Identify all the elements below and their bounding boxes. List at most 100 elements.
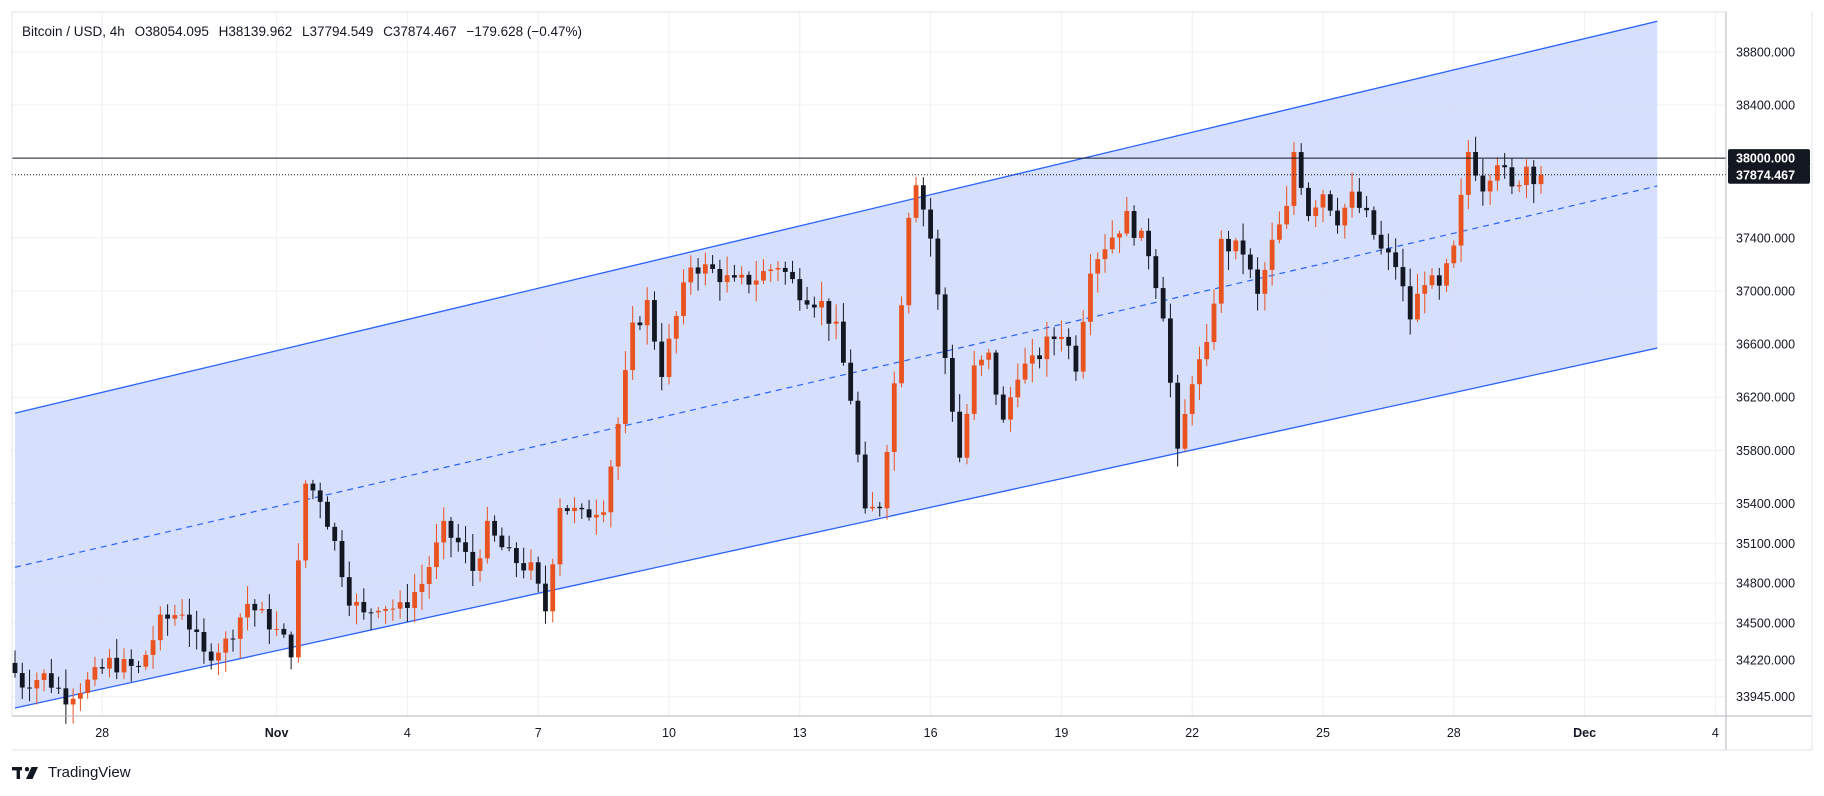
candle-body[interactable]: [1436, 275, 1442, 286]
candle-body[interactable]: [92, 667, 98, 680]
candle-body[interactable]: [630, 322, 636, 371]
candle-body[interactable]: [739, 274, 745, 278]
candle-body[interactable]: [710, 264, 715, 269]
candle-body[interactable]: [506, 547, 512, 549]
candle-body[interactable]: [383, 608, 388, 611]
candle-body[interactable]: [121, 659, 127, 673]
candle-body[interactable]: [1516, 185, 1522, 187]
candle-body[interactable]: [397, 602, 403, 609]
candle-body[interactable]: [891, 383, 897, 452]
candle-body[interactable]: [208, 651, 214, 661]
candle-body[interactable]: [63, 688, 69, 705]
candle-body[interactable]: [957, 411, 963, 458]
candle-body[interactable]: [1487, 180, 1493, 192]
candle-body[interactable]: [913, 185, 919, 218]
candle-body[interactable]: [1022, 363, 1028, 380]
candle-body[interactable]: [1495, 165, 1500, 181]
candle-body[interactable]: [761, 271, 766, 281]
candle-body[interactable]: [150, 640, 156, 655]
candle-body[interactable]: [1335, 210, 1340, 226]
candle-body[interactable]: [303, 483, 309, 561]
candle-body[interactable]: [724, 275, 730, 283]
candle-body[interactable]: [986, 352, 992, 360]
candle-body[interactable]: [339, 541, 345, 578]
candle-body[interactable]: [935, 238, 941, 295]
candle-body[interactable]: [1240, 240, 1246, 255]
candle-body[interactable]: [971, 365, 977, 414]
candle-body[interactable]: [775, 267, 781, 270]
candle-body[interactable]: [521, 563, 527, 571]
candle-body[interactable]: [920, 185, 926, 210]
channel-middle-line[interactable]: [14, 185, 1658, 568]
candle-body[interactable]: [1393, 252, 1399, 268]
candle-body[interactable]: [34, 680, 40, 689]
candle-body[interactable]: [1029, 355, 1035, 364]
candle-body[interactable]: [128, 659, 134, 666]
candle-body[interactable]: [361, 601, 367, 613]
candle-body[interactable]: [535, 562, 541, 584]
candle-body[interactable]: [841, 321, 846, 363]
candle-body[interactable]: [688, 267, 694, 283]
channel-upper-line[interactable]: [14, 20, 1658, 414]
candle-body[interactable]: [1073, 345, 1079, 372]
candle-body[interactable]: [1407, 286, 1413, 320]
candle-body[interactable]: [593, 514, 599, 518]
candle-body[interactable]: [1044, 336, 1050, 360]
candle-body[interactable]: [1059, 336, 1064, 340]
candle-body[interactable]: [216, 652, 221, 661]
candle-body[interactable]: [492, 520, 497, 536]
candle-body[interactable]: [1066, 336, 1072, 346]
candle-body[interactable]: [405, 602, 410, 608]
candle-body[interactable]: [862, 454, 868, 509]
candle-body[interactable]: [1008, 397, 1013, 420]
candle-body[interactable]: [187, 614, 192, 630]
candle-body[interactable]: [223, 638, 229, 653]
candle-body[interactable]: [608, 466, 614, 513]
candle-body[interactable]: [114, 657, 120, 673]
candle-body[interactable]: [463, 542, 468, 552]
candle-body[interactable]: [601, 512, 606, 515]
candle-body[interactable]: [274, 628, 279, 630]
candle-body[interactable]: [1349, 191, 1355, 208]
candle-body[interactable]: [354, 601, 359, 606]
candle-body[interactable]: [390, 608, 396, 610]
candle-body[interactable]: [1211, 303, 1217, 343]
candle-body[interactable]: [1226, 238, 1231, 252]
candle-body[interactable]: [332, 526, 338, 542]
candle-body[interactable]: [615, 423, 621, 467]
candle-body[interactable]: [230, 638, 236, 640]
candle-body[interactable]: [1124, 211, 1130, 234]
candle-body[interactable]: [194, 629, 200, 633]
candle-body[interactable]: [1037, 355, 1042, 360]
candle-body[interactable]: [1327, 194, 1333, 211]
candle-body[interactable]: [41, 673, 47, 681]
candle-body[interactable]: [1080, 321, 1086, 372]
candle-body[interactable]: [470, 551, 476, 571]
candle-body[interactable]: [586, 509, 592, 518]
candle-body[interactable]: [1458, 194, 1464, 246]
candle-body[interactable]: [317, 490, 323, 502]
candle-body[interactable]: [1473, 152, 1478, 176]
candle-body[interactable]: [1088, 273, 1093, 322]
candle-body[interactable]: [1386, 248, 1391, 253]
candle-body[interactable]: [666, 338, 672, 377]
candle-body[interactable]: [1291, 152, 1297, 206]
candle-body[interactable]: [85, 679, 91, 694]
candle-body[interactable]: [550, 564, 556, 612]
candle-body[interactable]: [288, 634, 294, 658]
candle-body[interactable]: [848, 362, 854, 401]
candle-body[interactable]: [797, 279, 803, 301]
candle-body[interactable]: [477, 558, 483, 571]
candle-body[interactable]: [1415, 293, 1420, 320]
candle-body[interactable]: [928, 209, 933, 239]
candle-body[interactable]: [27, 687, 32, 689]
candle-body[interactable]: [259, 609, 265, 611]
candle-body[interactable]: [412, 592, 418, 608]
candle-body[interactable]: [557, 508, 563, 565]
candle-body[interactable]: [1255, 269, 1260, 294]
candle-body[interactable]: [884, 451, 890, 509]
candle-body[interactable]: [1429, 275, 1435, 286]
candle-body[interactable]: [1306, 187, 1311, 217]
candle-body[interactable]: [804, 300, 810, 305]
